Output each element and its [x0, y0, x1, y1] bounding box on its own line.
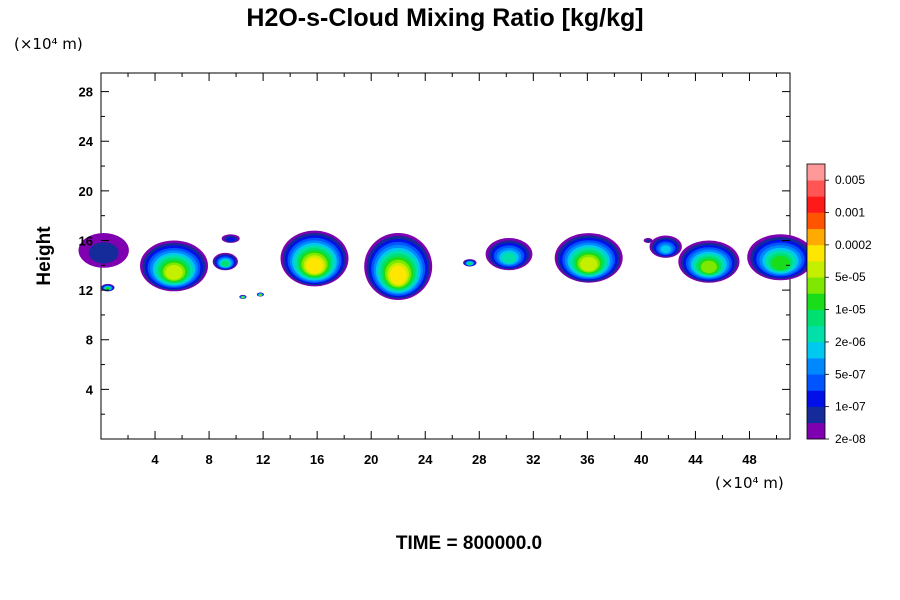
cloud-cell [78, 233, 129, 268]
cloud-cell [280, 230, 349, 287]
y-tick-label: 16 [79, 233, 93, 248]
cloud-contour [88, 242, 119, 264]
cloud-cell [485, 238, 533, 271]
colorbar-swatch [807, 374, 825, 391]
x-tick-label: 12 [256, 452, 270, 467]
colorbar-label: 1e-05 [835, 303, 866, 317]
colorbar-swatch [807, 244, 825, 262]
colorbar-label: 0.005 [835, 173, 865, 187]
cloud-contour [645, 239, 651, 243]
colorbar-swatch [807, 293, 825, 310]
cloud-contour [226, 237, 235, 242]
colorbar-label: 1e-07 [835, 400, 866, 414]
x-tick-label: 20 [364, 452, 378, 467]
cloud-cell [643, 238, 653, 243]
cloud-cell [678, 240, 740, 283]
colorbar-swatch [807, 341, 825, 359]
cloud-cell [212, 252, 238, 271]
cloud-cell [554, 233, 623, 283]
colorbar-swatch [807, 390, 825, 407]
colorbar-swatch [807, 358, 825, 375]
colorbar-swatch [807, 212, 825, 230]
cloud-contour [580, 257, 598, 272]
cloud-contour [221, 260, 229, 267]
colorbar-swatch [807, 422, 825, 440]
x-tick-label: 8 [205, 452, 212, 467]
cloud-cell [364, 233, 433, 300]
cloud-contour [389, 265, 407, 285]
y-tick-label: 12 [79, 283, 93, 298]
x-tick-label: 32 [526, 452, 540, 467]
cloud-cell [649, 235, 682, 258]
cloud-contour [502, 252, 516, 264]
colorbar-swatch [807, 261, 825, 278]
y-tick-label: 24 [79, 134, 94, 149]
colorbar-swatch [807, 196, 825, 213]
colorbar-swatch [807, 309, 825, 327]
x-tick-label: 4 [151, 452, 159, 467]
cloud-cell [101, 283, 115, 292]
x-tick-label: 44 [688, 452, 703, 467]
x-tick-label: 24 [418, 452, 433, 467]
y-tick-label: 4 [86, 382, 94, 397]
cloud-contour [700, 260, 717, 274]
cloud-cell [239, 294, 247, 299]
cloud-cell [463, 259, 477, 267]
colorbar-swatch [807, 277, 825, 294]
cloud-contour [771, 256, 790, 270]
colorbar-swatch [807, 228, 825, 246]
cloud-contour [306, 257, 323, 274]
x-tick-label: 48 [742, 452, 756, 467]
colorbar-label: 5e-05 [835, 270, 866, 284]
colorbar-swatch [807, 180, 825, 197]
x-unit-label: (×10⁴ m) [715, 474, 784, 492]
y-tick-label: 8 [86, 333, 93, 348]
time-label: TIME = 800000.0 [396, 533, 542, 554]
colorbar-swatch [807, 325, 825, 343]
cloud-cell [221, 234, 240, 243]
colorbar-label: 0.0002 [835, 238, 872, 252]
colorbar-frame [806, 163, 826, 440]
y-unit-label: (×10⁴ m) [14, 35, 83, 53]
colorbar-swatch [807, 406, 825, 424]
cloud-contour [660, 245, 671, 254]
colorbar-label: 2e-08 [835, 432, 866, 446]
cloud-cell [256, 292, 264, 297]
colorbar: 0.005 0.001 0.0002 5e-05 1e-05 2e-06 5e-07 1e-0… [806, 163, 872, 446]
cloud-contour [165, 265, 183, 280]
colorbar-label: 2e-06 [835, 335, 866, 349]
y-tick-label: 20 [79, 184, 93, 199]
x-tick-label: 40 [634, 452, 648, 467]
cloud-contour [241, 296, 244, 299]
cloud-contour [106, 287, 110, 290]
x-tick-label: 36 [580, 452, 594, 467]
cloud-cell [140, 240, 208, 292]
x-tick-label: 16 [310, 452, 324, 467]
colorbar-label: 5e-07 [835, 367, 866, 381]
y-axis-label: Height [34, 226, 55, 286]
cloud-cell [747, 234, 814, 281]
colorbar-label: 0.001 [835, 206, 865, 220]
x-axis: 4 8 12 16 20 24 28 32 36 40 44 48 [127, 73, 777, 467]
cloud-contour [467, 262, 472, 265]
cloud-layer [78, 230, 814, 300]
x-tick-label: 28 [472, 452, 486, 467]
y-tick-label: 28 [79, 85, 93, 100]
colorbar-swatch [807, 164, 825, 181]
cloud-contour [259, 294, 262, 296]
chart-title: H2O-s-Cloud Mixing Ratio [kg/kg] [246, 4, 643, 32]
y-axis: 4 8 12 16 20 24 28 [79, 85, 790, 415]
